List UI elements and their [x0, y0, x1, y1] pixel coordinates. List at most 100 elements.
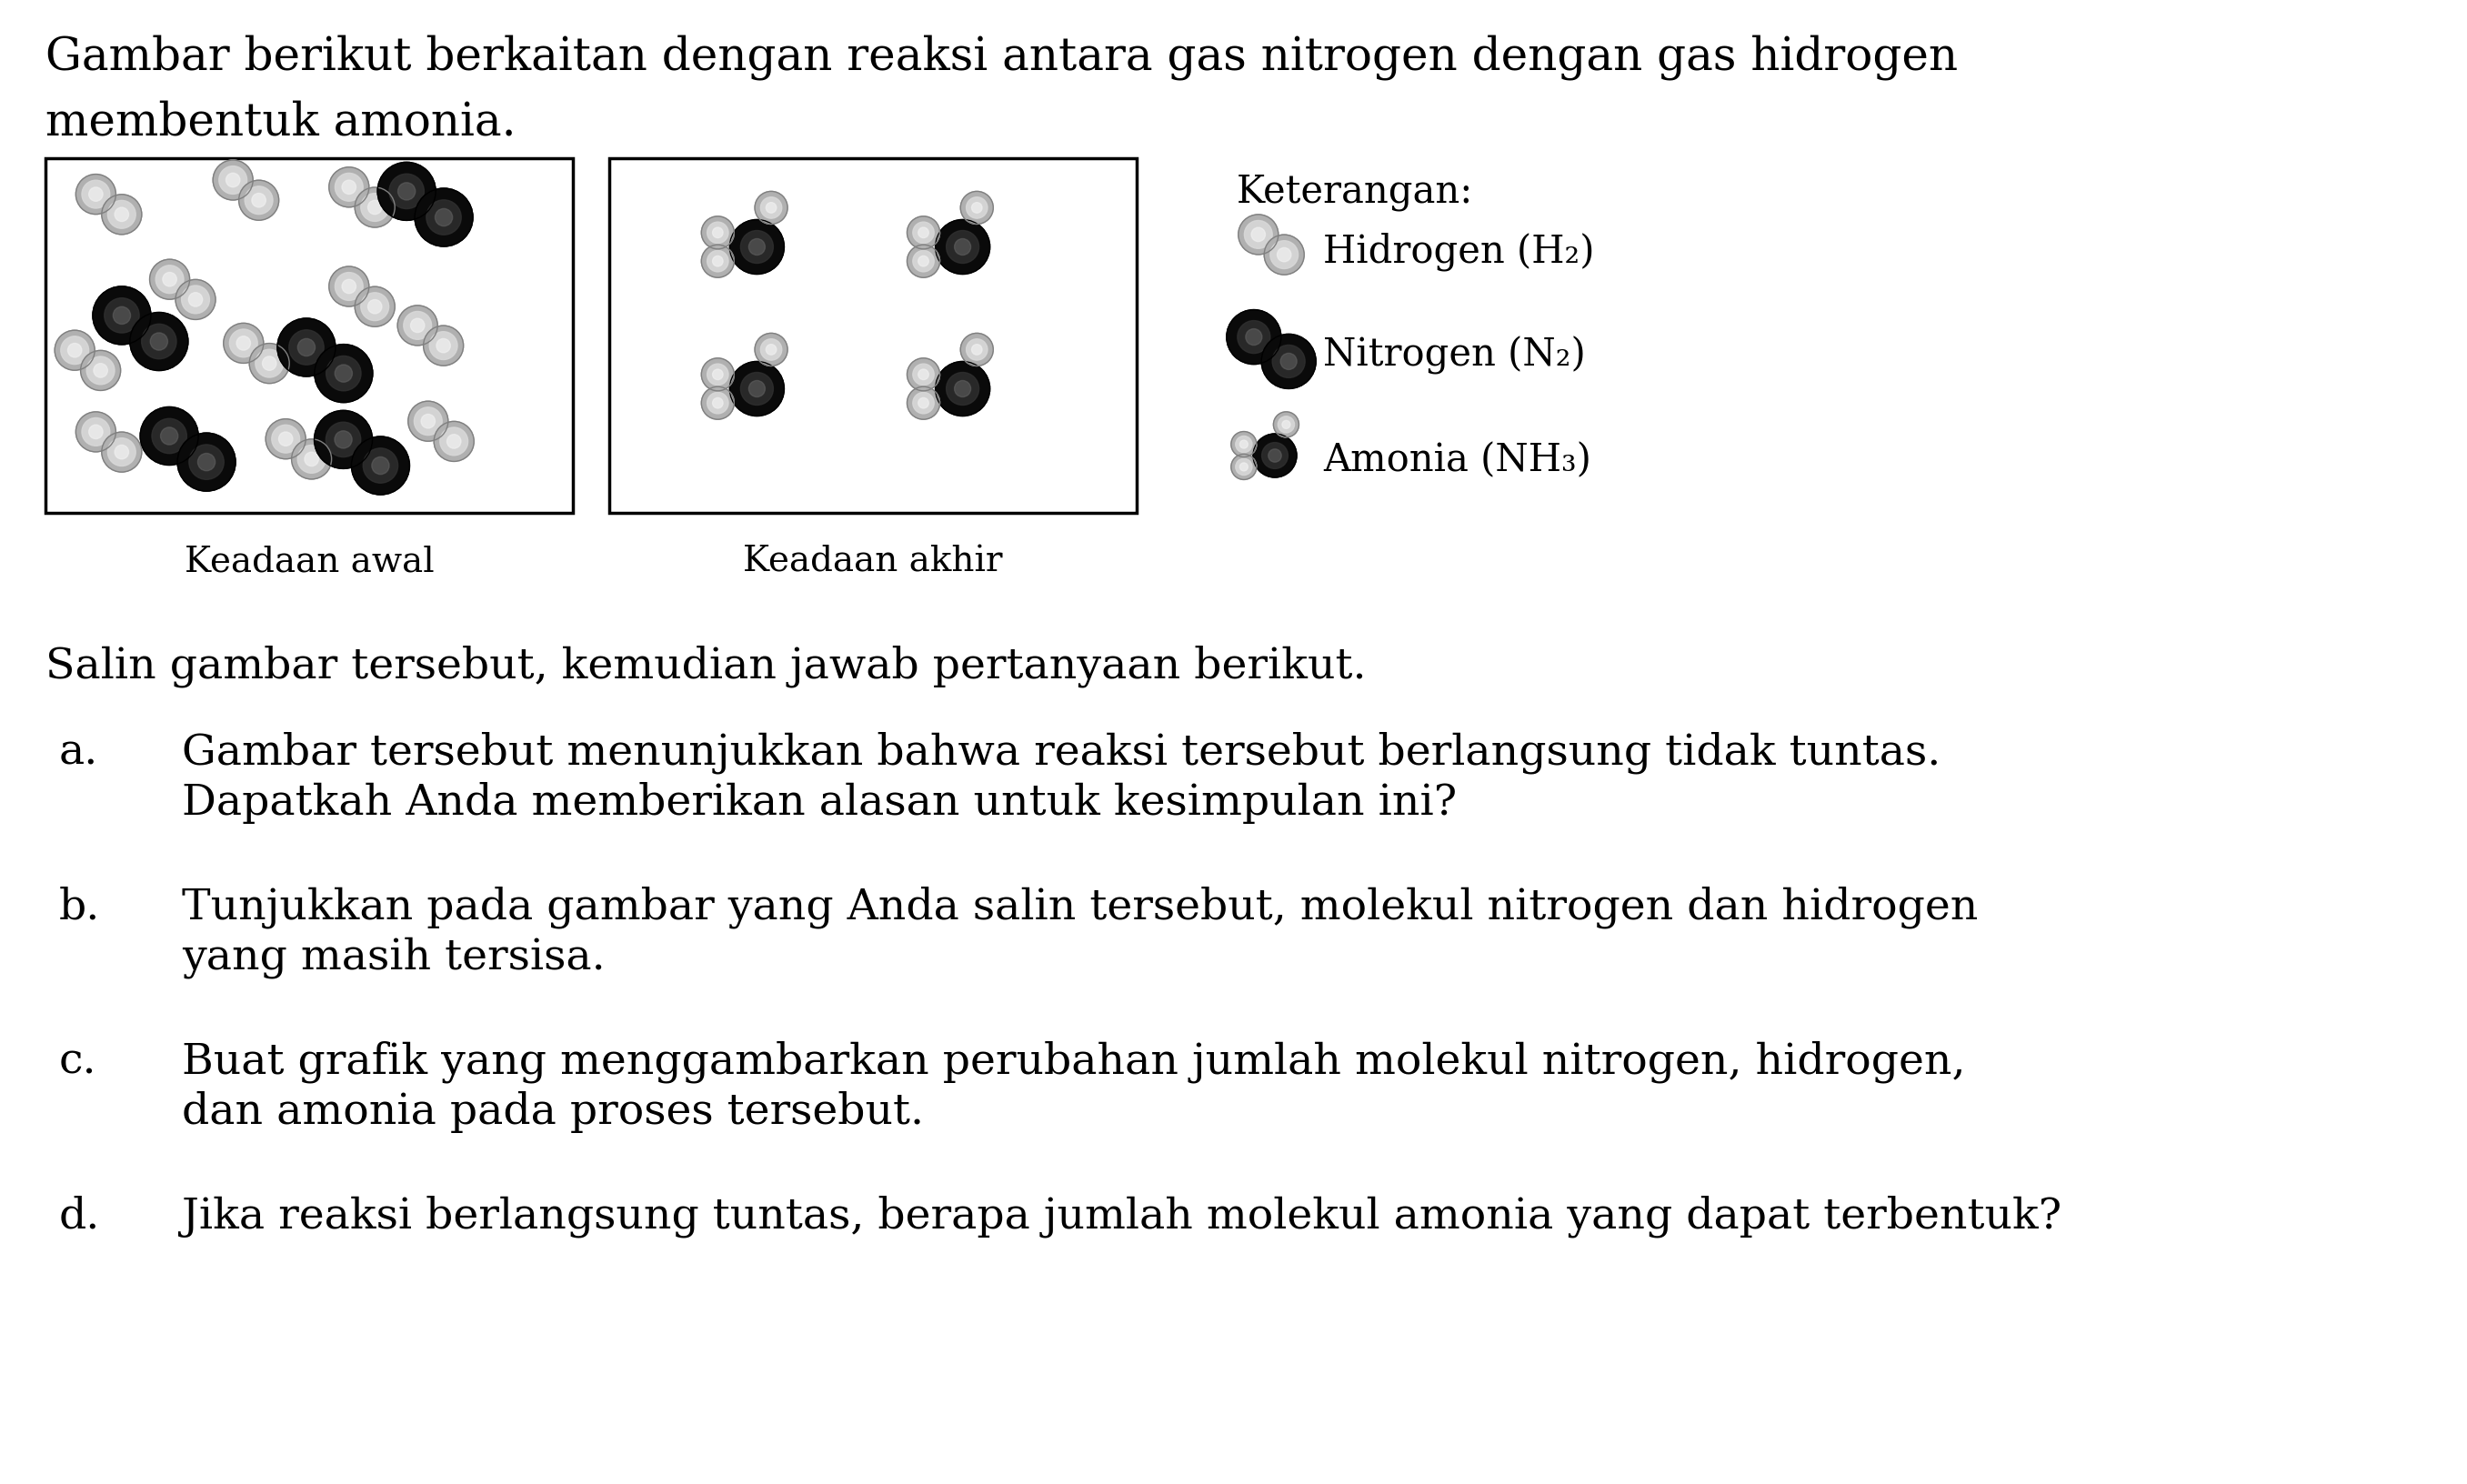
Circle shape — [434, 209, 451, 227]
Circle shape — [101, 433, 141, 472]
Circle shape — [239, 181, 279, 221]
Circle shape — [360, 294, 390, 322]
Text: Dapatkah Anda memberikan alasan untuk kesimpulan ini?: Dapatkah Anda memberikan alasan untuk ke… — [183, 782, 1458, 824]
Circle shape — [1278, 417, 1295, 433]
Circle shape — [713, 398, 723, 410]
Circle shape — [437, 340, 451, 353]
Circle shape — [1243, 221, 1273, 249]
Text: Keadaan awal: Keadaan awal — [185, 545, 434, 579]
Circle shape — [947, 372, 979, 405]
Circle shape — [913, 365, 935, 386]
Circle shape — [266, 420, 306, 460]
Circle shape — [713, 229, 723, 239]
Circle shape — [960, 191, 994, 226]
Circle shape — [336, 174, 363, 202]
Text: Keterangan:: Keterangan: — [1236, 172, 1473, 211]
Circle shape — [336, 365, 353, 383]
Text: Hidrogen (H₂): Hidrogen (H₂) — [1322, 232, 1594, 270]
Text: c.: c. — [59, 1040, 96, 1082]
Circle shape — [967, 197, 987, 220]
Text: Gambar tersebut menunjukkan bahwa reaksi tersebut berlangsung tidak tuntas.: Gambar tersebut menunjukkan bahwa reaksi… — [183, 732, 1942, 773]
Text: Buat grafik yang menggambarkan perubahan jumlah molekul nitrogen, hidrogen,: Buat grafik yang menggambarkan perubahan… — [183, 1040, 1966, 1083]
Bar — [44, 159, 572, 513]
Circle shape — [104, 298, 138, 334]
Circle shape — [701, 245, 735, 278]
Circle shape — [113, 445, 128, 460]
Text: Amonia (NH₃): Amonia (NH₃) — [1322, 441, 1591, 479]
Circle shape — [405, 312, 432, 340]
Circle shape — [701, 359, 735, 392]
Circle shape — [429, 332, 456, 361]
Circle shape — [141, 325, 178, 359]
Circle shape — [414, 408, 442, 436]
Circle shape — [289, 331, 323, 365]
Circle shape — [935, 220, 989, 275]
Circle shape — [955, 239, 972, 255]
Circle shape — [212, 160, 254, 200]
Circle shape — [439, 427, 469, 456]
Circle shape — [54, 331, 94, 371]
Circle shape — [701, 217, 735, 249]
Circle shape — [960, 334, 994, 367]
Circle shape — [360, 194, 390, 223]
Circle shape — [410, 319, 424, 332]
Text: yang masih tersisa.: yang masih tersisa. — [183, 936, 604, 978]
Text: dan amonia pada proses tersebut.: dan amonia pada proses tersebut. — [183, 1091, 923, 1132]
Circle shape — [414, 188, 474, 248]
Circle shape — [908, 245, 940, 278]
Circle shape — [1268, 450, 1280, 463]
Circle shape — [390, 175, 424, 209]
Circle shape — [708, 365, 728, 386]
Circle shape — [229, 329, 257, 358]
Circle shape — [1280, 353, 1298, 370]
Circle shape — [155, 266, 183, 294]
Circle shape — [150, 334, 168, 350]
Text: Salin gambar tersebut, kemudian jawab pertanyaan berikut.: Salin gambar tersebut, kemudian jawab pe… — [44, 646, 1367, 687]
Circle shape — [1236, 459, 1253, 476]
Circle shape — [740, 232, 772, 264]
Circle shape — [1251, 229, 1266, 242]
Circle shape — [755, 334, 787, 367]
Circle shape — [187, 294, 202, 307]
Circle shape — [279, 432, 294, 447]
Circle shape — [422, 416, 434, 429]
Circle shape — [1246, 329, 1263, 346]
Circle shape — [220, 166, 247, 194]
Circle shape — [328, 168, 370, 208]
Bar — [609, 159, 1137, 513]
Circle shape — [740, 372, 772, 405]
Circle shape — [153, 418, 187, 454]
Circle shape — [350, 438, 410, 496]
Circle shape — [160, 427, 178, 445]
Circle shape — [252, 194, 266, 208]
Circle shape — [326, 423, 360, 457]
Circle shape — [755, 191, 787, 226]
Circle shape — [328, 267, 370, 307]
Circle shape — [257, 350, 284, 378]
Circle shape — [303, 453, 318, 467]
Circle shape — [101, 196, 141, 234]
Circle shape — [1261, 444, 1288, 469]
Circle shape — [336, 273, 363, 301]
Circle shape — [76, 175, 116, 215]
Circle shape — [113, 208, 128, 223]
Circle shape — [67, 344, 81, 358]
Circle shape — [89, 426, 104, 439]
Circle shape — [81, 181, 111, 209]
Circle shape — [765, 203, 777, 214]
Circle shape — [313, 344, 373, 404]
Circle shape — [750, 381, 765, 398]
Circle shape — [1241, 441, 1248, 450]
Circle shape — [113, 307, 131, 325]
Text: Tunjukkan pada gambar yang Anda salin tersebut, molekul nitrogen dan hidrogen: Tunjukkan pada gambar yang Anda salin te… — [183, 886, 1979, 929]
Circle shape — [434, 421, 474, 462]
Circle shape — [81, 418, 111, 447]
Circle shape — [150, 260, 190, 300]
Circle shape — [62, 337, 89, 365]
Circle shape — [765, 344, 777, 356]
Circle shape — [918, 229, 928, 239]
Circle shape — [343, 181, 355, 194]
Circle shape — [86, 358, 113, 386]
Circle shape — [326, 356, 360, 392]
Circle shape — [708, 393, 728, 414]
